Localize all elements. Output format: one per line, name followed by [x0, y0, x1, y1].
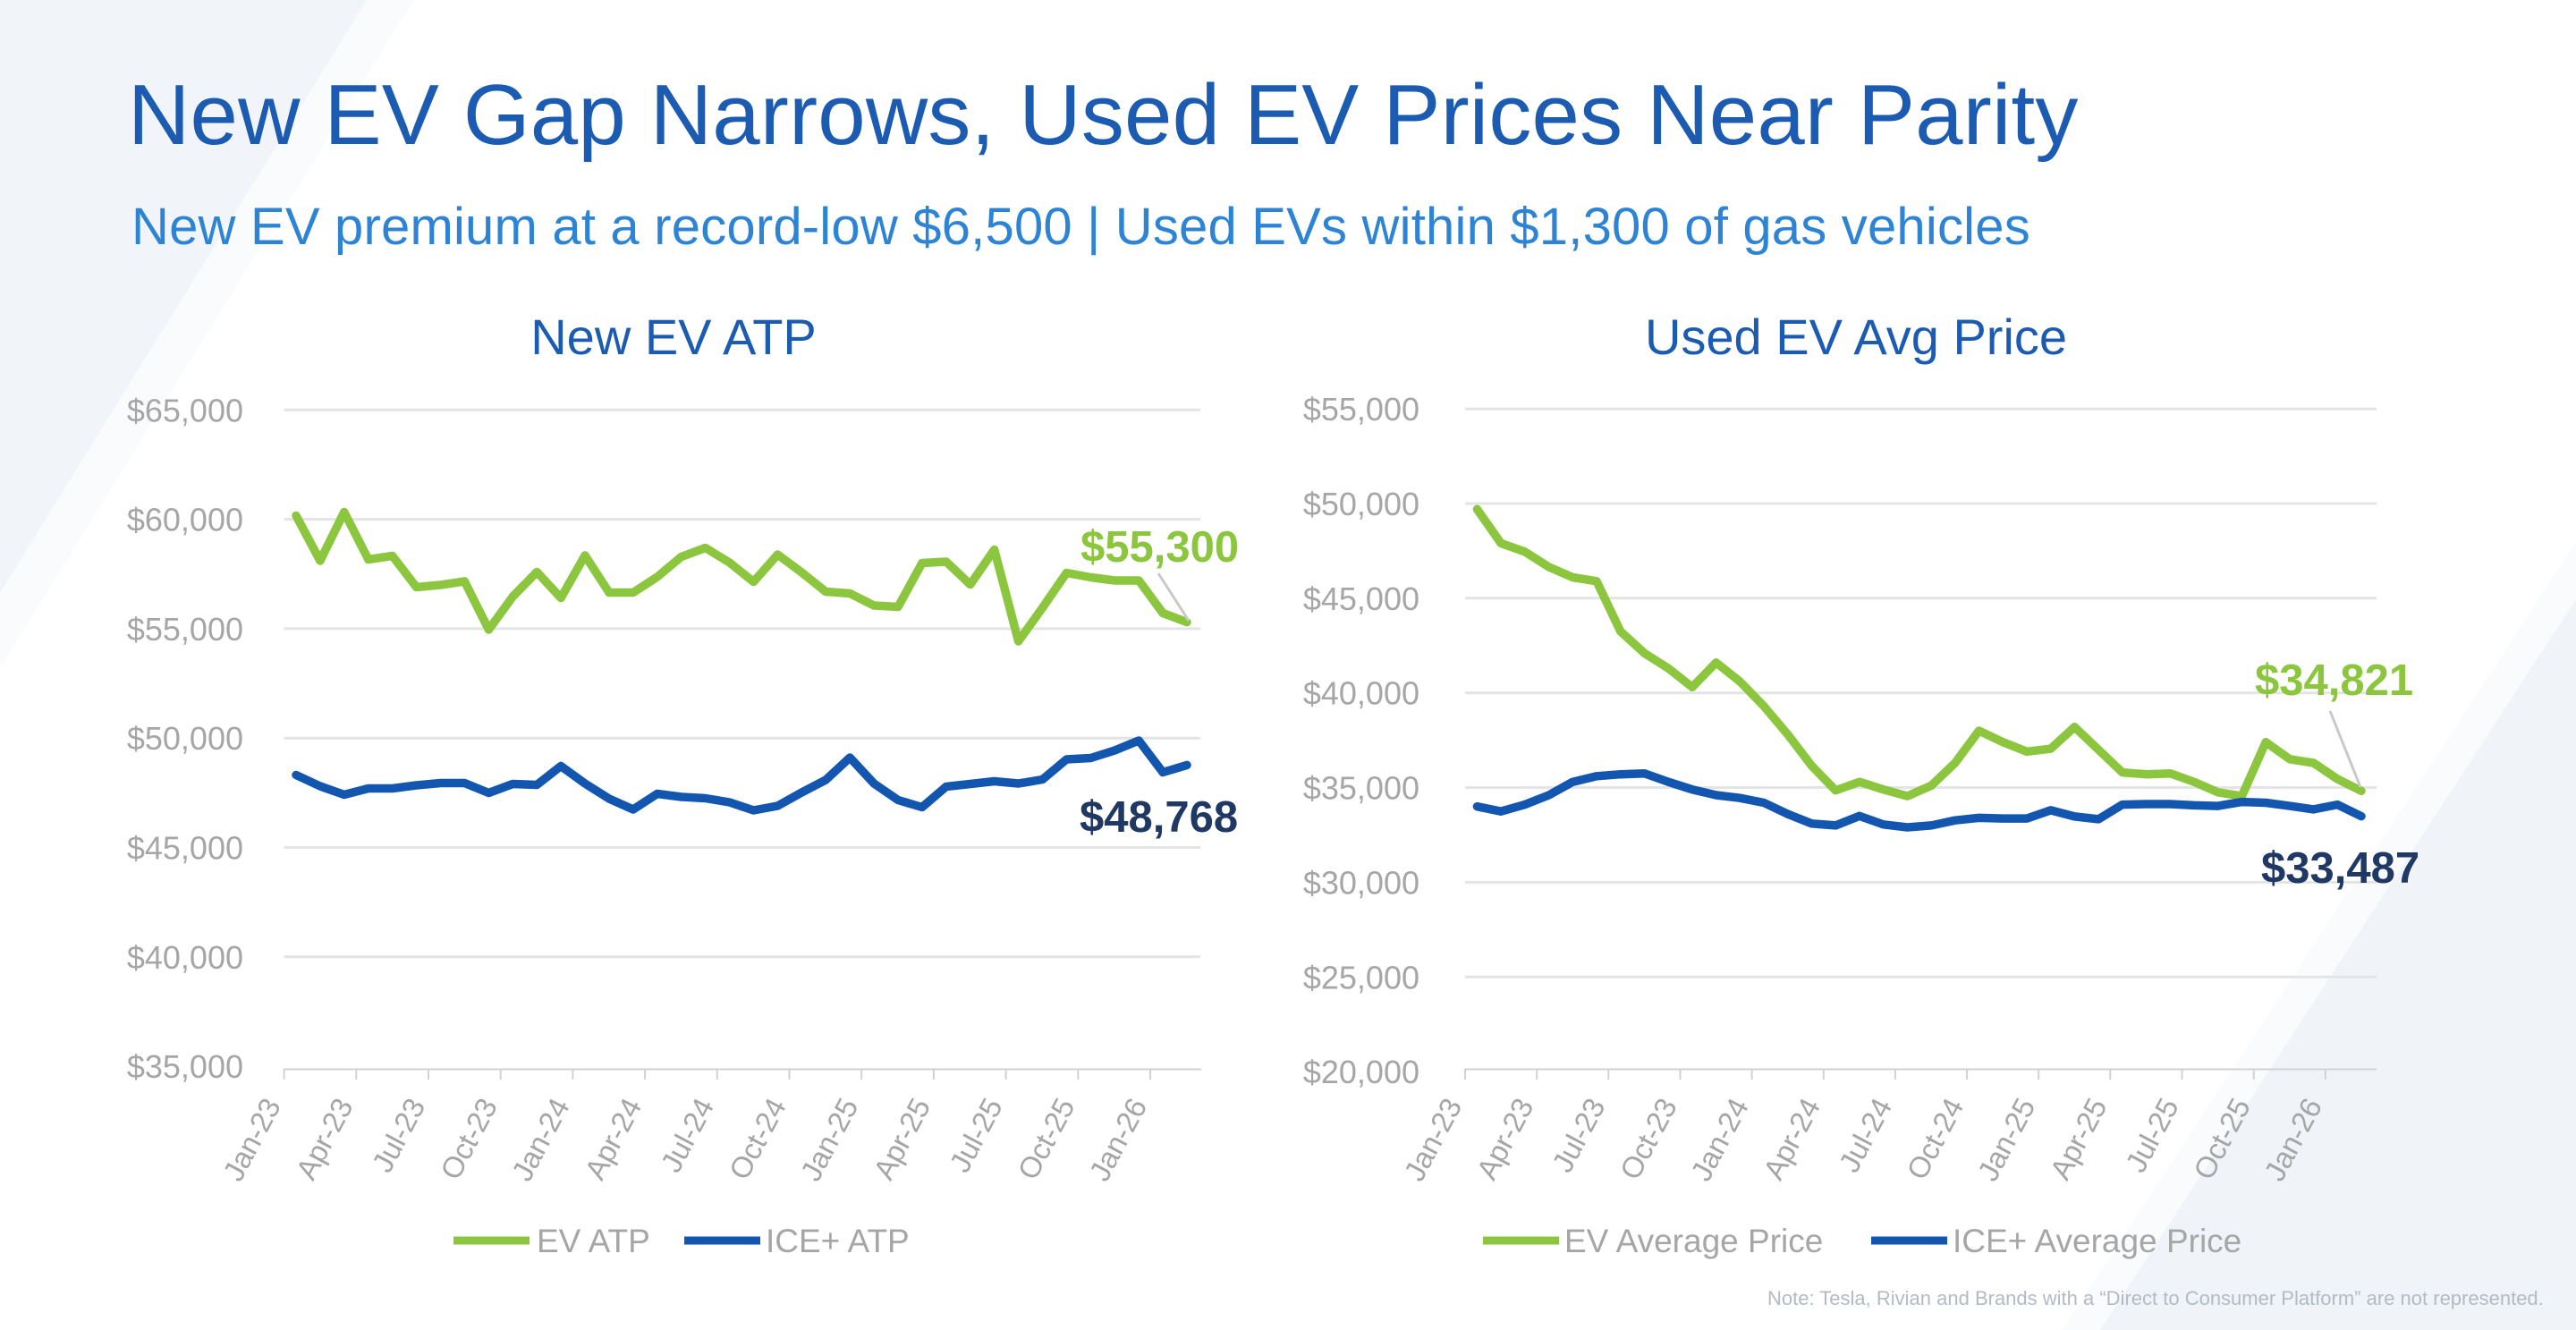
svg-text:New EV premium at a record-low: New EV premium at a record-low $6,500 | … [131, 198, 2030, 256]
svg-text:$55,000: $55,000 [127, 611, 243, 648]
svg-text:$40,000: $40,000 [127, 939, 243, 976]
svg-text:$35,000: $35,000 [1303, 770, 1419, 807]
svg-text:$60,000: $60,000 [127, 502, 243, 538]
svg-text:$55,000: $55,000 [1303, 391, 1419, 428]
svg-text:$30,000: $30,000 [1303, 864, 1419, 901]
svg-text:$65,000: $65,000 [127, 392, 243, 428]
svg-text:$25,000: $25,000 [1303, 959, 1419, 995]
svg-text:$50,000: $50,000 [127, 720, 243, 757]
svg-text:ICE+ Average Price: ICE+ Average Price [1953, 1223, 2241, 1259]
svg-text:$40,000: $40,000 [1303, 675, 1419, 712]
svg-text:ICE+ ATP: ICE+ ATP [766, 1223, 910, 1259]
svg-text:EV Average Price: EV Average Price [1564, 1223, 1823, 1259]
svg-text:New EV ATP: New EV ATP [530, 309, 817, 365]
svg-text:Used EV Avg Price: Used EV Avg Price [1645, 309, 2067, 365]
svg-text:$35,000: $35,000 [127, 1048, 243, 1085]
svg-text:New EV Gap Narrows, Used EV Pr: New EV Gap Narrows, Used EV Prices Near … [128, 67, 2079, 163]
svg-text:EV ATP: EV ATP [537, 1223, 650, 1259]
svg-text:$50,000: $50,000 [1303, 486, 1419, 522]
svg-text:$48,768: $48,768 [1080, 793, 1238, 842]
svg-text:Note: Tesla, Rivian and Brands: Note: Tesla, Rivian and Brands with a “D… [1767, 1287, 2544, 1309]
svg-text:$20,000: $20,000 [1303, 1054, 1419, 1090]
svg-text:$33,487: $33,487 [2261, 844, 2419, 893]
svg-text:$45,000: $45,000 [1303, 580, 1419, 617]
svg-text:$34,821: $34,821 [2255, 657, 2413, 705]
svg-text:$55,300: $55,300 [1080, 523, 1239, 572]
svg-text:$45,000: $45,000 [127, 830, 243, 867]
